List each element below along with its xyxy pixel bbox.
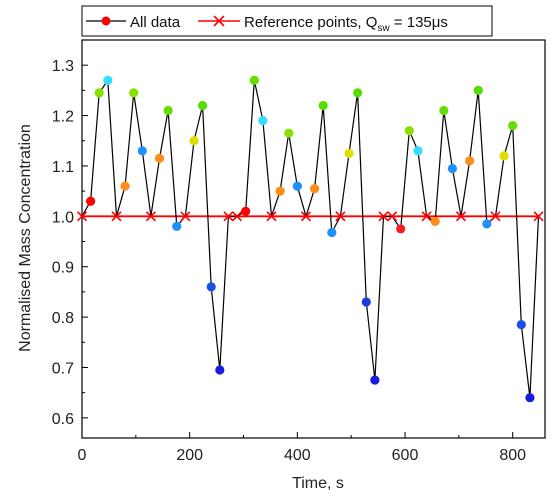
data-point: [508, 121, 518, 131]
data-point: [396, 224, 406, 234]
data-point: [129, 88, 139, 98]
plot-markers: [76, 75, 544, 403]
legend-reference-name: Reference points, Q: [244, 14, 377, 31]
all-data-line: [81, 78, 540, 398]
data-point: [525, 393, 535, 403]
data-point: [206, 282, 216, 292]
data-point: [154, 153, 165, 163]
data-point: [499, 151, 509, 161]
data-point: [309, 184, 320, 194]
data-point: [258, 116, 268, 126]
reference-point: [335, 211, 346, 222]
y-tick-label: 1.1: [52, 159, 74, 176]
legend-box: [81, 5, 493, 37]
x-tick-label: 0: [78, 447, 87, 464]
reference-point: [231, 211, 243, 222]
reference-point: [455, 211, 467, 222]
data-point: [275, 186, 285, 196]
data-point: [482, 219, 492, 229]
data-point: [413, 146, 423, 156]
data-point: [249, 75, 259, 85]
legend-reference-suffix: = 135μs: [390, 14, 448, 31]
data-point: [103, 75, 113, 85]
reference-point: [145, 211, 156, 222]
legend-reference-subscript: sw: [377, 23, 390, 34]
data-point: [172, 221, 182, 232]
data-point: [137, 146, 147, 156]
reference-point: [387, 211, 398, 222]
x-tick-label: 800: [499, 447, 526, 464]
data-point: [473, 85, 483, 95]
axes: 0 200 400 600 800 0.6 0.7 0.8 0.9 1.0 1.1 1.2 1.3: [52, 39, 546, 464]
reference-point: [266, 211, 277, 222]
data-point: [516, 320, 526, 330]
data-point: [241, 206, 251, 216]
data-point: [189, 136, 199, 146]
reference-point: [533, 211, 544, 222]
reference-point: [76, 211, 88, 222]
plot-frame: [81, 39, 546, 439]
y-axis-title: Normalised Mass Concentration: [17, 124, 34, 352]
data-point: [292, 181, 302, 191]
reference-point: [300, 211, 312, 222]
data-point: [163, 105, 173, 116]
y-tick-label: 1.3: [52, 58, 74, 75]
data-point: [353, 88, 363, 98]
reference-point: [421, 211, 432, 222]
reference-point: [180, 211, 191, 222]
x-tick-label: 200: [176, 447, 203, 464]
legend-all-data-marker: [101, 16, 111, 26]
data-point: [94, 88, 104, 98]
legend: All data Reference points, Qsw = 135μs: [81, 5, 493, 37]
x-tick-label: 600: [392, 447, 419, 464]
reference-point: [223, 211, 234, 222]
x-tick-label: 400: [284, 447, 311, 464]
legend-reference-marker: [213, 15, 225, 27]
data-point: [447, 163, 457, 174]
data-point: [404, 126, 414, 136]
data-point: [120, 181, 130, 191]
data-point: [361, 297, 371, 307]
data-point: [215, 365, 225, 375]
data-point: [344, 148, 354, 158]
y-tick-label: 1.0: [52, 209, 74, 226]
y-tick-label: 0.9: [52, 260, 74, 277]
data-point: [197, 100, 208, 111]
reference-point: [490, 211, 501, 222]
data-point: [430, 216, 440, 226]
data-point: [284, 128, 294, 138]
reference-point: [111, 211, 122, 222]
data-point: [439, 105, 449, 116]
data-point: [86, 196, 96, 206]
legend-all-data-label: All data: [130, 14, 181, 31]
data-point: [318, 100, 328, 111]
reference-point: [378, 211, 389, 222]
data-point: [465, 156, 475, 166]
data-point: [370, 375, 380, 385]
x-axis-title: Time, s: [292, 475, 344, 492]
y-tick-label: 0.7: [52, 360, 74, 377]
plot-lines: [81, 78, 540, 398]
y-tick-label: 0.6: [52, 411, 74, 428]
y-tick-label: 1.2: [52, 109, 74, 126]
legend-reference-label: Reference points, Qsw = 135μs: [244, 14, 448, 34]
data-point: [327, 227, 337, 238]
y-tick-label: 0.8: [52, 310, 74, 327]
